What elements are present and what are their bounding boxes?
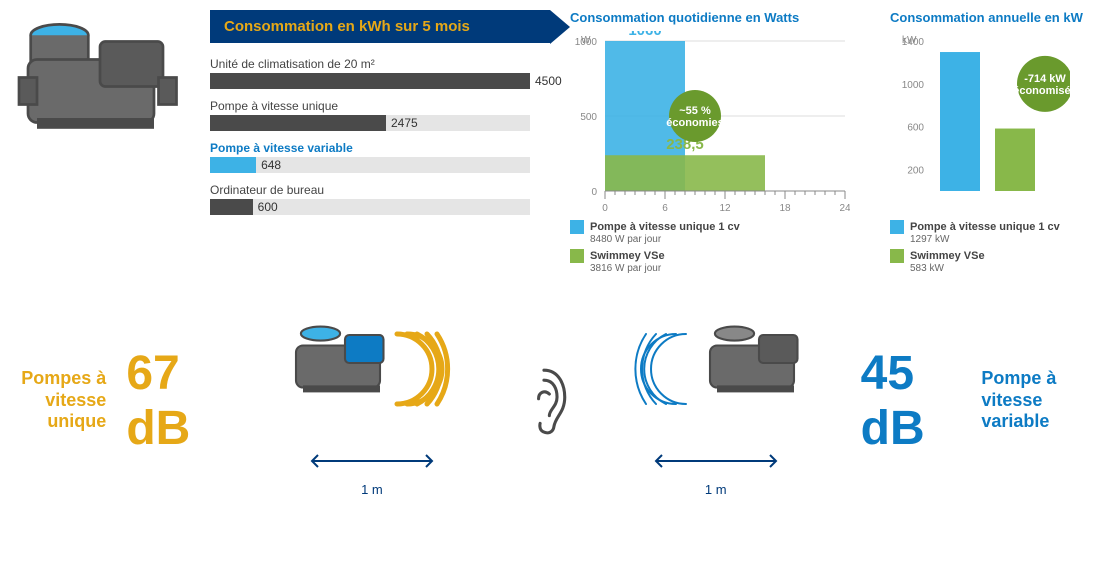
legend-swatch xyxy=(570,220,584,234)
kwh-bar-track: 4500 xyxy=(210,73,530,89)
noise-left-db: 67 dB xyxy=(126,346,227,456)
kwh-bar-fill xyxy=(210,73,530,89)
legend-item: Swimmey VSe xyxy=(890,249,1090,263)
noise-left-group: 1 m xyxy=(247,304,497,497)
svg-text:600: 600 xyxy=(907,123,924,134)
legend-sub: 1297 kW xyxy=(910,234,1090,245)
kwh-bar-label: Unité de climatisation de 20 m² xyxy=(210,57,550,71)
annual-chart-title: Consommation annuelle en kW xyxy=(890,10,1090,25)
noise-row: Pompes àvitesse unique 67 dB 1 m xyxy=(10,304,1090,497)
svg-text:18: 18 xyxy=(779,203,791,211)
legend-sub: 3816 W par jour xyxy=(590,263,870,274)
svg-text:500: 500 xyxy=(580,112,597,123)
kwh-bar-row: Unité de climatisation de 20 m² 4500 xyxy=(210,57,550,89)
kwh-bar-value: 4500 xyxy=(535,73,562,89)
svg-text:économisés: économisés xyxy=(1013,85,1070,97)
kwh-bar-value: 600 xyxy=(258,199,278,215)
kwh-bar-fill xyxy=(210,199,253,215)
legend-item: Swimmey VSe xyxy=(570,249,870,263)
svg-text:24: 24 xyxy=(839,203,850,211)
pump-right-icon xyxy=(626,304,806,444)
kwh-bar-row: Pompe à vitesse variable 648 xyxy=(210,141,550,173)
svg-text:-714 kW: -714 kW xyxy=(1024,73,1066,85)
legend-label: Swimmey VSe xyxy=(590,250,665,262)
legend-label: Swimmey VSe xyxy=(910,250,985,262)
kwh-bar-row: Ordinateur de bureau 600 xyxy=(210,183,550,215)
kwh-bar-track: 2475 xyxy=(210,115,530,131)
noise-right-db: 45 dB xyxy=(861,346,962,456)
annual-chart: Consommation annuelle en kW kW2006001000… xyxy=(890,10,1090,274)
kwh-section: Consommation en kWh sur 5 mois Unité de … xyxy=(210,10,550,274)
kwh-bar-row: Pompe à vitesse unique 2475 xyxy=(210,99,550,131)
kwh-bar-track: 600 xyxy=(210,199,530,215)
kwh-bar-value: 648 xyxy=(261,157,281,173)
svg-text:1400: 1400 xyxy=(902,37,925,48)
pump-icon xyxy=(10,10,190,145)
legend-sub: 8480 W par jour xyxy=(590,234,870,245)
distance-right: 1 m xyxy=(591,482,841,497)
distance-left: 1 m xyxy=(247,482,497,497)
kwh-bar-label: Ordinateur de bureau xyxy=(210,183,550,197)
svg-text:1000: 1000 xyxy=(902,80,925,91)
daily-chart-title: Consommation quotidienne en Watts xyxy=(570,10,870,25)
svg-text:0: 0 xyxy=(591,187,597,198)
distance-left-icon xyxy=(302,449,442,473)
distance-right-icon xyxy=(646,449,786,473)
daily-chart: Consommation quotidienne en Watts W05001… xyxy=(570,10,870,274)
top-row: Consommation en kWh sur 5 mois Unité de … xyxy=(10,10,1090,274)
kwh-bar-track: 648 xyxy=(210,157,530,173)
svg-text:0: 0 xyxy=(602,203,608,211)
noise-right-group: 1 m xyxy=(591,304,841,497)
legend-label: Pompe à vitesse unique 1 cv xyxy=(910,221,1060,233)
legend-item: Pompe à vitesse unique 1 cv xyxy=(570,220,870,234)
legend-swatch xyxy=(570,249,584,263)
svg-text:1060: 1060 xyxy=(628,31,661,39)
svg-text:12: 12 xyxy=(719,203,731,211)
legend-swatch xyxy=(890,220,904,234)
ear-icon xyxy=(517,356,571,446)
svg-text:6: 6 xyxy=(662,203,668,211)
pump-illustration xyxy=(10,10,190,274)
legend-swatch xyxy=(890,249,904,263)
noise-right-label: Pompe à vitessevariable xyxy=(981,368,1056,431)
legend-label: Pompe à vitesse unique 1 cv xyxy=(590,221,740,233)
annual-chart-svg: kW20060010001400-714 kWéconomisés xyxy=(890,31,1070,211)
noise-left-label: Pompes àvitesse unique xyxy=(21,368,106,431)
kwh-bar-label: Pompe à vitesse unique xyxy=(210,99,550,113)
pump-left-icon xyxy=(282,304,462,444)
kwh-bar-fill xyxy=(210,157,256,173)
svg-text:économies: économies xyxy=(666,117,723,129)
kwh-bar-value: 2475 xyxy=(391,115,418,131)
legend-item: Pompe à vitesse unique 1 cv xyxy=(890,220,1090,234)
legend-sub: 583 kW xyxy=(910,263,1090,274)
daily-chart-svg: W050010001060238,5~55 %économies06121824… xyxy=(570,31,850,211)
svg-text:200: 200 xyxy=(907,166,924,177)
svg-text:~55 %: ~55 % xyxy=(679,105,711,117)
kwh-bar-label: Pompe à vitesse variable xyxy=(210,141,550,155)
kwh-bar-fill xyxy=(210,115,386,131)
svg-text:1000: 1000 xyxy=(575,37,598,48)
kwh-header: Consommation en kWh sur 5 mois xyxy=(210,10,550,43)
